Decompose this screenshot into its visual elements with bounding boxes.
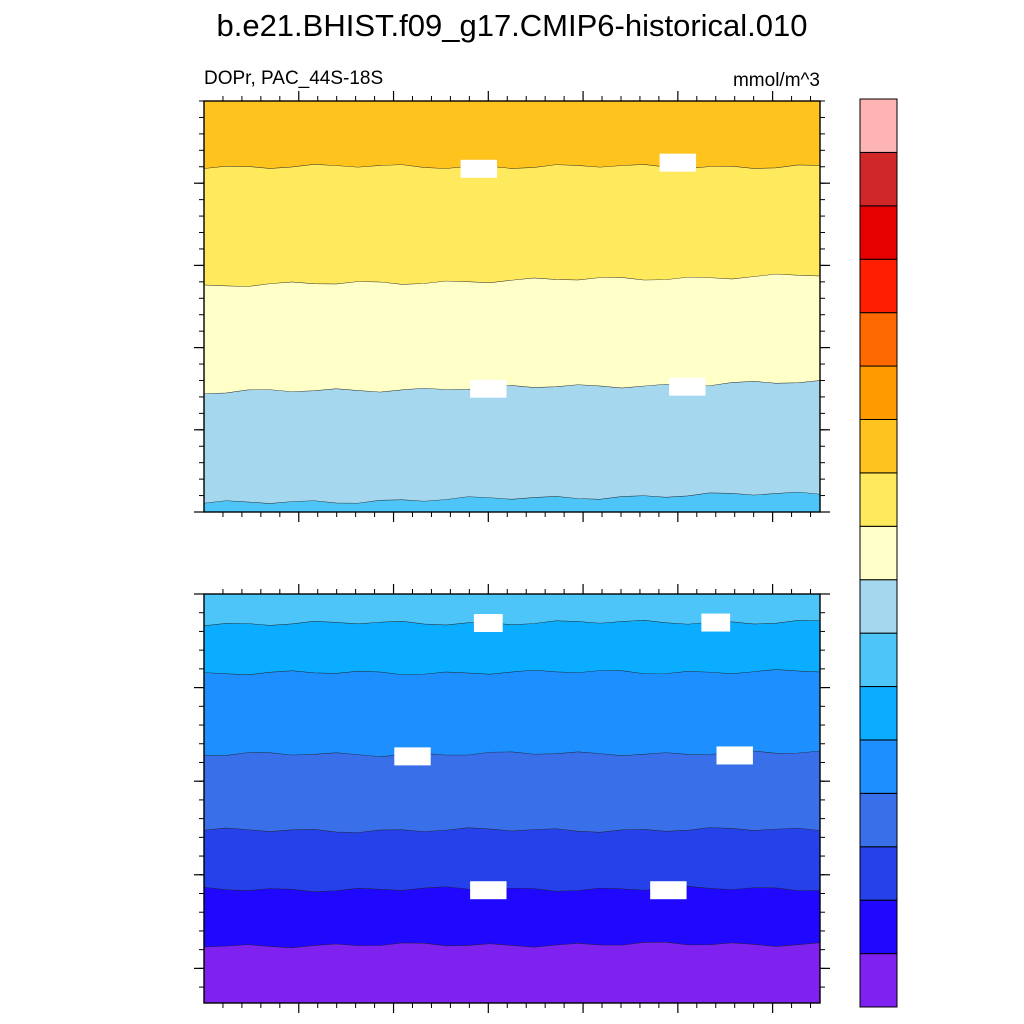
colorbar-swatch [859, 739, 898, 794]
colorbar-swatch [859, 846, 898, 901]
colorbar-swatch [859, 953, 898, 1008]
contour-label-box [669, 377, 706, 396]
contour-label-box [701, 613, 731, 632]
contour-band-fill [204, 886, 820, 949]
contour-band-fill [204, 164, 820, 287]
contour-label-box [716, 746, 753, 765]
colorbar-swatch [859, 472, 898, 527]
upper-panel [194, 91, 830, 522]
contour-band-fill [204, 942, 820, 1003]
contour-band-fill [204, 101, 820, 169]
contour-band-fill [204, 492, 820, 512]
contour-label-box [470, 379, 507, 398]
contour-band-fill [204, 594, 820, 626]
contour-band-fill [204, 620, 820, 675]
contour-label-box [659, 153, 697, 172]
colorbar-swatch [859, 98, 898, 153]
colorbar-swatch [859, 365, 898, 420]
contour-label-box [394, 747, 431, 766]
lower-panel [194, 584, 830, 1013]
colorbar-swatch [859, 205, 898, 260]
contour-band-fill [204, 827, 820, 892]
plot-frame [203, 100, 821, 513]
colorbar-swatch [859, 258, 898, 314]
colorbar-swatch [859, 686, 898, 741]
colorbar-swatch [859, 312, 898, 367]
contour-label-box [470, 881, 507, 900]
contour-band-fill [204, 669, 820, 757]
contour-band-fill [204, 751, 820, 833]
contour-band-fill [204, 380, 820, 504]
colorbar [859, 98, 898, 1008]
colorbar-swatch [859, 579, 898, 634]
subtitle-units: mmol/m^3 [733, 70, 820, 91]
colorbar-swatch [859, 151, 898, 207]
colorbar-swatch [859, 525, 898, 581]
contour-label-box [460, 159, 498, 178]
colorbar-swatch [859, 899, 898, 955]
plot-frame [203, 593, 821, 1004]
subtitle-variable: DOPr, PAC_44S-18S [204, 68, 383, 89]
colorbar-swatch [859, 792, 898, 848]
chart-title: b.e21.BHIST.f09_g17.CMIP6-historical.010 [216, 8, 807, 43]
contour-band-fill [204, 274, 820, 394]
contour-label-box [473, 614, 503, 633]
contour-label-box [650, 881, 687, 900]
colorbar-swatch [859, 632, 898, 688]
colorbar-swatch [859, 418, 898, 474]
